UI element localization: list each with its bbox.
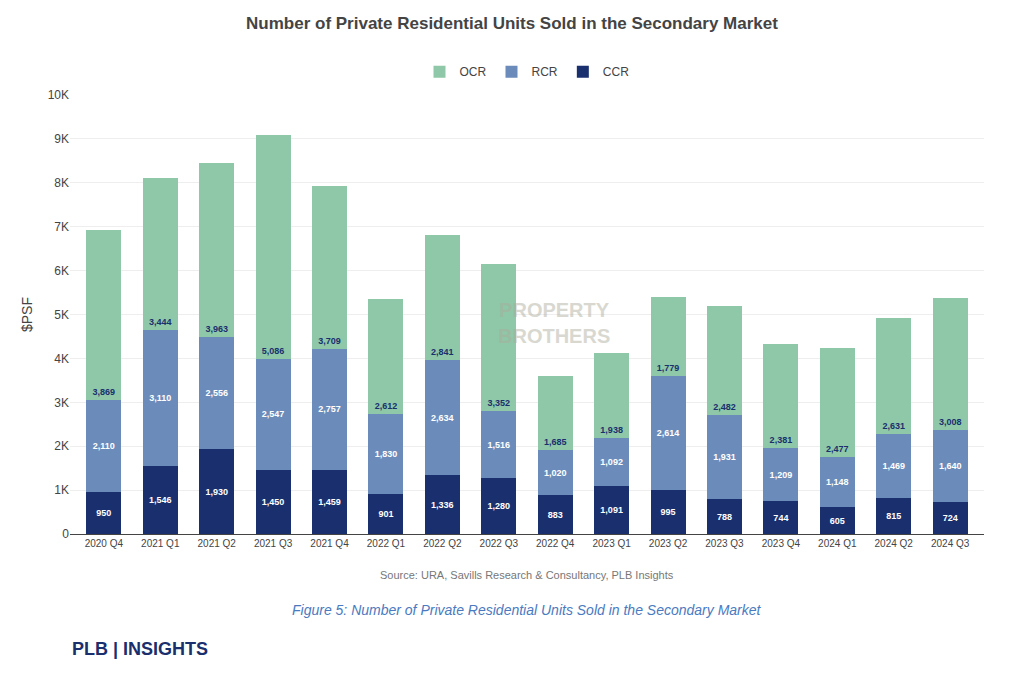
svg-text:RCR: RCR [532, 65, 558, 79]
svg-text:1,938: 1,938 [600, 425, 623, 435]
svg-text:2022 Q1: 2022 Q1 [367, 538, 406, 549]
svg-text:995: 995 [661, 507, 676, 517]
svg-text:1,779: 1,779 [657, 363, 680, 373]
svg-text:2023 Q3: 2023 Q3 [705, 538, 744, 549]
svg-text:1,092: 1,092 [600, 457, 623, 467]
svg-text:950: 950 [96, 508, 111, 518]
svg-text:1,336: 1,336 [431, 500, 454, 510]
svg-text:CCR: CCR [603, 65, 629, 79]
svg-text:7K: 7K [54, 220, 69, 234]
svg-text:2022 Q3: 2022 Q3 [480, 538, 519, 549]
svg-text:1,931: 1,931 [713, 452, 736, 462]
svg-text:1,930: 1,930 [205, 487, 228, 497]
svg-text:2021 Q2: 2021 Q2 [198, 538, 237, 549]
svg-text:6K: 6K [54, 264, 69, 278]
svg-text:2,757: 2,757 [318, 404, 341, 414]
svg-text:605: 605 [830, 516, 845, 526]
svg-text:724: 724 [943, 513, 958, 523]
svg-text:3,008: 3,008 [939, 417, 962, 427]
svg-text:0: 0 [62, 527, 69, 541]
svg-text:10K: 10K [48, 88, 69, 102]
svg-text:2021 Q3: 2021 Q3 [254, 538, 293, 549]
svg-text:1,148: 1,148 [826, 477, 849, 487]
svg-text:1,459: 1,459 [318, 497, 341, 507]
svg-text:1,640: 1,640 [939, 461, 962, 471]
svg-text:2024 Q1: 2024 Q1 [818, 538, 857, 549]
svg-text:1,685: 1,685 [544, 437, 567, 447]
svg-text:2,556: 2,556 [205, 388, 228, 398]
svg-text:2,110: 2,110 [93, 441, 115, 451]
svg-text:3,869: 3,869 [93, 387, 116, 397]
svg-text:3,963: 3,963 [205, 324, 228, 334]
svg-text:2,477: 2,477 [826, 444, 849, 454]
svg-text:815: 815 [886, 511, 901, 521]
svg-text:2021 Q4: 2021 Q4 [310, 538, 349, 549]
svg-text:744: 744 [773, 513, 788, 523]
svg-text:1,516: 1,516 [488, 440, 511, 450]
svg-text:2,482: 2,482 [713, 402, 736, 412]
svg-text:4K: 4K [54, 352, 69, 366]
svg-text:2,381: 2,381 [770, 435, 793, 445]
svg-text:1,546: 1,546 [149, 495, 172, 505]
svg-text:2023 Q1: 2023 Q1 [592, 538, 631, 549]
svg-text:1,280: 1,280 [488, 501, 511, 511]
svg-text:3K: 3K [54, 396, 69, 410]
svg-text:Source: URA, Savills Research: Source: URA, Savills Research & Consulta… [380, 569, 674, 581]
svg-text:2,547: 2,547 [262, 409, 285, 419]
svg-text:1K: 1K [54, 483, 69, 497]
svg-text:3,110: 3,110 [149, 393, 171, 403]
svg-text:Number of Private Residential: Number of Private Residential Units Sold… [246, 14, 778, 33]
svg-text:2024 Q2: 2024 Q2 [875, 538, 914, 549]
svg-text:1,830: 1,830 [375, 449, 398, 459]
svg-text:2024 Q3: 2024 Q3 [931, 538, 970, 549]
svg-text:5,086: 5,086 [262, 346, 285, 356]
svg-text:8K: 8K [54, 176, 69, 190]
svg-text:2020 Q4: 2020 Q4 [85, 538, 124, 549]
svg-text:PROPERTYBROTHERS: PROPERTYBROTHERS [498, 299, 610, 347]
svg-text:$PSF: $PSF [19, 297, 35, 332]
svg-text:2023 Q4: 2023 Q4 [762, 538, 801, 549]
svg-text:2022 Q4: 2022 Q4 [536, 538, 575, 549]
svg-text:883: 883 [548, 510, 563, 520]
svg-text:2,841: 2,841 [431, 347, 454, 357]
svg-text:3,709: 3,709 [318, 336, 341, 346]
svg-text:9K: 9K [54, 132, 69, 146]
svg-text:1,469: 1,469 [882, 461, 905, 471]
svg-text:3,444: 3,444 [149, 317, 172, 327]
svg-text:2023 Q2: 2023 Q2 [649, 538, 688, 549]
svg-text:2K: 2K [54, 439, 69, 453]
svg-text:2,612: 2,612 [375, 401, 398, 411]
svg-text:901: 901 [378, 509, 393, 519]
svg-text:2,634: 2,634 [431, 413, 454, 423]
svg-text:PLB | INSIGHTS: PLB | INSIGHTS [72, 639, 208, 659]
svg-text:788: 788 [717, 512, 732, 522]
svg-text:2022 Q2: 2022 Q2 [423, 538, 462, 549]
svg-text:1,020: 1,020 [544, 468, 567, 478]
svg-text:5K: 5K [54, 308, 69, 322]
svg-text:OCR: OCR [460, 65, 487, 79]
svg-text:3,352: 3,352 [488, 398, 511, 408]
svg-text:1,209: 1,209 [770, 470, 793, 480]
svg-text:Figure 5: Number of Private Re: Figure 5: Number of Private Residential … [292, 602, 762, 618]
svg-text:2,614: 2,614 [657, 428, 680, 438]
svg-text:1,091: 1,091 [600, 505, 623, 515]
svg-text:2021 Q1: 2021 Q1 [141, 538, 180, 549]
svg-text:2,631: 2,631 [882, 421, 905, 431]
svg-text:1,450: 1,450 [262, 497, 285, 507]
